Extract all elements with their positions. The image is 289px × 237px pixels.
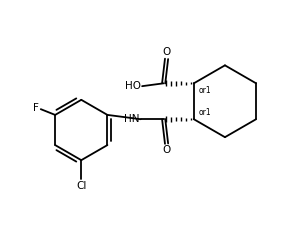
Text: Cl: Cl [76, 181, 86, 191]
Text: HN: HN [124, 114, 140, 124]
Text: or1: or1 [198, 86, 211, 95]
Text: HO: HO [125, 81, 141, 91]
Text: F: F [33, 103, 39, 113]
Text: or1: or1 [198, 108, 211, 117]
Text: O: O [162, 47, 171, 57]
Text: O: O [162, 145, 171, 155]
